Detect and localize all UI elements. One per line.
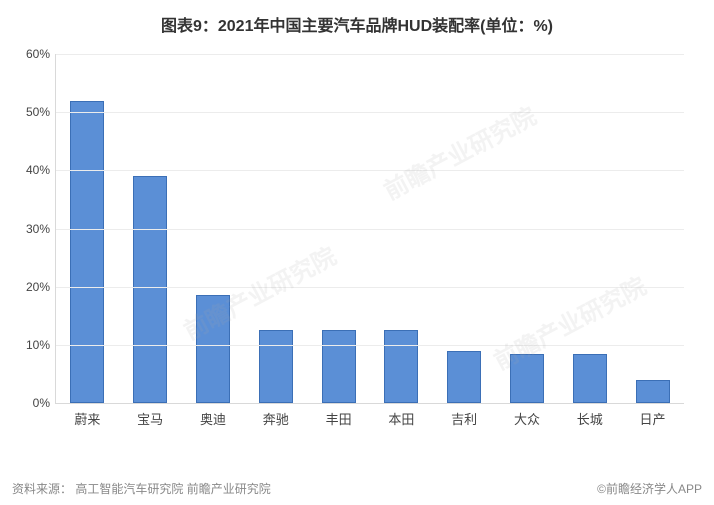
y-tick-label: 60% [26,47,50,61]
x-tick-label: 奥迪 [200,409,226,428]
gridline [56,54,684,55]
source-line: 资料来源： 高工智能汽车研究院 前瞻产业研究院 [12,480,271,497]
source-label: 资料来源： [12,482,72,496]
y-tick-label: 0% [33,396,50,410]
x-tick-label: 吉利 [451,409,477,428]
x-tick-label: 长城 [577,409,603,428]
x-tick-label: 奔驰 [263,409,289,428]
source-text: 高工智能汽车研究院 前瞻产业研究院 [75,482,270,496]
bar [510,354,544,403]
attribution: ©前瞻经济学人APP [597,480,702,497]
gridline [56,229,684,230]
bar [447,351,481,403]
gridline [56,112,684,113]
x-tick-label: 日产 [640,409,666,428]
y-tick-label: 50% [26,105,50,119]
bar [259,330,293,403]
gridline [56,170,684,171]
chart-area: 蔚来宝马奥迪奔驰丰田本田吉利大众长城日产 0%10%20%30%40%50%60… [55,54,684,439]
bar [70,101,104,403]
y-tick-label: 30% [26,222,50,236]
bar [384,330,418,403]
chart-title: 图表9：2021年中国主要汽车品牌HUD装配率(单位：%) [0,0,714,44]
x-tick-label: 宝马 [137,409,163,428]
bar [636,380,670,403]
footer: 资料来源： 高工智能汽车研究院 前瞻产业研究院 ©前瞻经济学人APP [12,480,702,497]
plot-area: 蔚来宝马奥迪奔驰丰田本田吉利大众长城日产 0%10%20%30%40%50%60… [55,54,684,404]
gridline [56,287,684,288]
bar [133,176,167,403]
y-tick-label: 40% [26,163,50,177]
gridline [56,345,684,346]
x-tick-label: 大众 [514,409,540,428]
x-tick-label: 本田 [388,409,414,428]
bar [196,295,230,403]
y-tick-label: 10% [26,338,50,352]
x-tick-label: 丰田 [326,409,352,428]
bar [322,330,356,403]
x-tick-label: 蔚来 [74,409,100,428]
y-tick-label: 20% [26,280,50,294]
bar [573,354,607,403]
